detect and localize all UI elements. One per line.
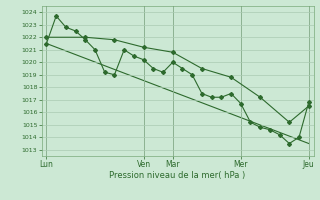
X-axis label: Pression niveau de la mer( hPa ): Pression niveau de la mer( hPa ) bbox=[109, 171, 246, 180]
